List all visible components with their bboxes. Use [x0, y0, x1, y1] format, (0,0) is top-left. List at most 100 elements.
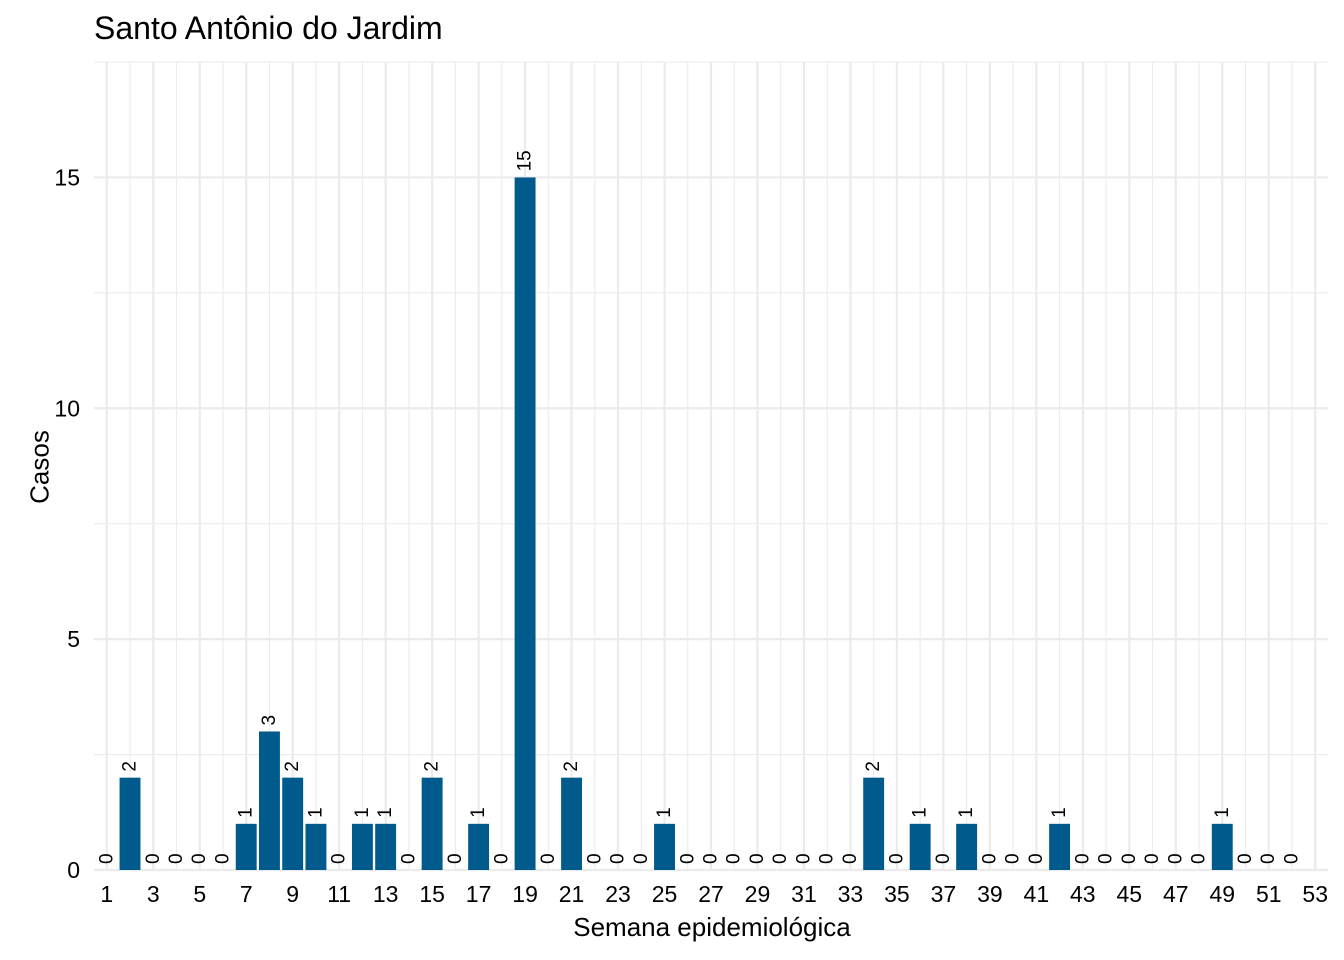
- bar: [305, 823, 327, 870]
- x-tick-label: 27: [698, 881, 724, 907]
- bar: [1211, 823, 1233, 870]
- x-tick-label: 17: [466, 881, 492, 907]
- data-label: 0: [1281, 853, 1302, 864]
- data-label: 0: [166, 853, 187, 864]
- data-label: 0: [1072, 853, 1093, 864]
- x-tick-label: 51: [1256, 881, 1282, 907]
- data-label: 0: [1189, 853, 1210, 864]
- data-label: 0: [933, 853, 954, 864]
- x-tick-label: 13: [373, 881, 399, 907]
- x-tick-label: 15: [419, 881, 445, 907]
- data-label: 0: [212, 853, 233, 864]
- data-label: 1: [236, 807, 257, 818]
- data-label: 0: [747, 853, 768, 864]
- data-label: 2: [120, 761, 141, 772]
- bar: [375, 823, 397, 870]
- x-tick-label: 53: [1302, 881, 1328, 907]
- data-label: 1: [956, 807, 977, 818]
- data-label: 0: [538, 853, 559, 864]
- x-tick-label: 39: [977, 881, 1003, 907]
- data-label: 1: [654, 807, 675, 818]
- x-tick-label: 9: [286, 881, 299, 907]
- y-axis-ticks: 0 5 10 15: [54, 164, 80, 883]
- data-label: 2: [561, 761, 582, 772]
- bar: [863, 777, 885, 870]
- data-label: 1: [305, 807, 326, 818]
- x-tick-label: 3: [147, 881, 160, 907]
- x-tick-label: 47: [1163, 881, 1189, 907]
- x-tick-label: 35: [884, 881, 910, 907]
- chart-title: Santo Antônio do Jardim: [94, 10, 443, 46]
- bar: [258, 731, 280, 870]
- bar: [561, 777, 583, 870]
- bar: [956, 823, 978, 870]
- y-tick-label: 10: [54, 395, 80, 421]
- data-label: 0: [1096, 853, 1117, 864]
- data-label: 0: [96, 853, 117, 864]
- data-label: 1: [1049, 807, 1070, 818]
- data-label: 0: [793, 853, 814, 864]
- bar: [654, 823, 675, 870]
- data-label: 15: [515, 150, 536, 171]
- x-tick-label: 19: [512, 881, 538, 907]
- x-tick-label: 31: [791, 881, 817, 907]
- bar: [119, 777, 141, 870]
- data-label: 0: [445, 853, 466, 864]
- data-label: 0: [840, 853, 861, 864]
- data-label: 0: [724, 853, 745, 864]
- x-tick-label: 49: [1209, 881, 1235, 907]
- data-label: 0: [817, 853, 838, 864]
- bar: [351, 823, 373, 870]
- data-label: 1: [468, 807, 489, 818]
- data-label: 2: [422, 761, 443, 772]
- data-label: 0: [631, 853, 652, 864]
- bar: [468, 823, 490, 870]
- x-tick-label: 23: [605, 881, 631, 907]
- data-label: 0: [329, 853, 350, 864]
- x-tick-label: 41: [1024, 881, 1050, 907]
- data-label: 0: [979, 853, 1000, 864]
- data-label: 1: [352, 807, 373, 818]
- data-label: 1: [375, 807, 396, 818]
- data-label: 0: [1026, 853, 1047, 864]
- data-label: 0: [886, 853, 907, 864]
- bar: [1049, 823, 1071, 870]
- data-label: 0: [1258, 853, 1279, 864]
- grid-lines: [94, 61, 1328, 872]
- x-axis-ticks: 1 3 5 7 9 11 13 15 17 19 21 23 25 27 29 31 33 35 37 39 41 43 4…: [100, 881, 1328, 907]
- bar: [909, 823, 931, 870]
- data-label: 0: [1142, 853, 1163, 864]
- data-label: 0: [1165, 853, 1186, 864]
- bar: [514, 177, 536, 870]
- data-label: 0: [1119, 853, 1140, 864]
- data-label: 1: [1212, 807, 1233, 818]
- bars: [119, 177, 1233, 870]
- x-tick-label: 25: [652, 881, 678, 907]
- data-label: 2: [863, 761, 884, 772]
- x-tick-label: 11: [327, 881, 351, 907]
- bar: [282, 777, 304, 870]
- y-tick-label: 5: [67, 626, 80, 652]
- x-tick-label: 21: [559, 881, 585, 907]
- x-tick-label: 37: [931, 881, 957, 907]
- y-tick-label: 0: [67, 857, 80, 883]
- y-tick-label: 15: [54, 164, 80, 190]
- x-tick-label: 29: [745, 881, 771, 907]
- x-tick-label: 45: [1117, 881, 1143, 907]
- data-label: 0: [1003, 853, 1024, 864]
- bar: [235, 823, 257, 870]
- data-label: 3: [259, 715, 280, 726]
- data-label: 0: [584, 853, 605, 864]
- data-label: 0: [491, 853, 512, 864]
- x-tick-label: 43: [1070, 881, 1096, 907]
- data-label: 1: [910, 807, 931, 818]
- x-tick-label: 33: [838, 881, 864, 907]
- data-label: 0: [1235, 853, 1256, 864]
- x-tick-label: 5: [193, 881, 206, 907]
- x-tick-label: 7: [240, 881, 253, 907]
- data-label: 0: [677, 853, 698, 864]
- data-label: 2: [282, 761, 303, 772]
- data-label: 0: [701, 853, 722, 864]
- y-axis-label: Casos: [24, 430, 55, 504]
